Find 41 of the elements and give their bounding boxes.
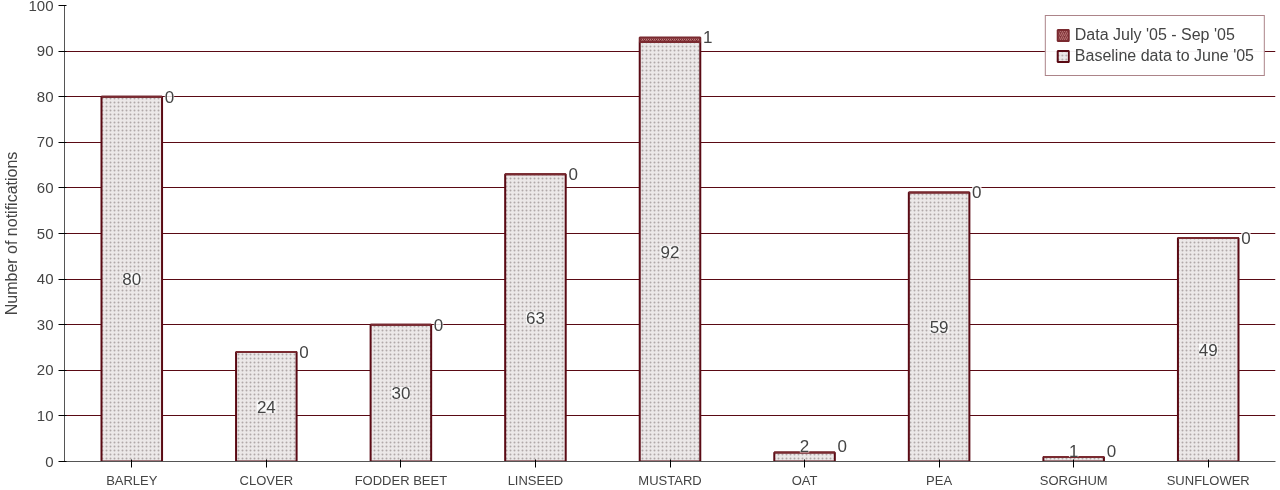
x-tick-label: LINSEED — [507, 472, 564, 488]
y-tick-label: 20 — [36, 361, 54, 379]
x-tick-label: SUNFLOWER — [1166, 472, 1250, 488]
x-tick-label: OAT — [791, 472, 818, 488]
x-tick-label: BARLEY — [106, 472, 158, 488]
legend-label: Data July '05 - Sep '05 — [1074, 26, 1235, 44]
data-label: 1 — [702, 28, 713, 48]
data-label: 24 — [256, 397, 276, 417]
data-label: 49 — [1198, 340, 1218, 360]
y-tick-label: 10 — [36, 406, 54, 424]
data-label: 92 — [660, 242, 680, 262]
data-label: 0 — [1241, 229, 1251, 249]
data-label: 0 — [1106, 441, 1117, 461]
data-label: 1 — [1068, 441, 1079, 461]
data-label: 59 — [929, 317, 949, 337]
y-tick-label: 50 — [36, 224, 54, 242]
x-tick-label: SORGHUM — [1039, 472, 1108, 488]
data-label: 80 — [122, 270, 142, 290]
x-tick-label: CLOVER — [239, 472, 294, 488]
data-label: 63 — [525, 308, 545, 328]
x-tick-label: FODDER BEET — [354, 472, 448, 488]
data-label: 0 — [568, 165, 578, 185]
y-tick-label: 100 — [28, 0, 54, 14]
legend-label: Baseline data to June '05 — [1074, 47, 1254, 65]
y-tick-label: 70 — [36, 133, 54, 151]
x-tick-label: MUSTARD — [638, 472, 702, 488]
data-label: 0 — [164, 87, 175, 107]
data-label: 2 — [799, 437, 810, 457]
y-axis-title: Number of notifications — [3, 151, 21, 316]
data-label: 0 — [837, 437, 847, 457]
data-label: 0 — [972, 183, 982, 203]
data-label: 0 — [433, 315, 444, 335]
x-tick-label: PEA — [926, 472, 953, 488]
y-tick-label: 0 — [45, 452, 54, 470]
data-label: 0 — [299, 343, 309, 363]
y-tick-label: 30 — [36, 315, 54, 333]
y-tick-label: 80 — [36, 87, 54, 105]
y-tick-label: 40 — [36, 270, 54, 288]
y-tick-label: 60 — [36, 178, 54, 196]
data-label: 30 — [391, 384, 411, 404]
y-tick-label: 90 — [36, 42, 54, 60]
